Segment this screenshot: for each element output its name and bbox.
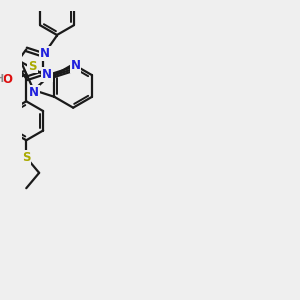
Text: O: O (3, 73, 13, 86)
Text: N: N (29, 86, 39, 99)
Text: N: N (70, 59, 81, 72)
Text: N: N (40, 47, 50, 60)
Text: N: N (42, 68, 52, 81)
Text: H: H (0, 74, 4, 84)
Text: S: S (22, 151, 31, 164)
Text: S: S (28, 60, 37, 73)
